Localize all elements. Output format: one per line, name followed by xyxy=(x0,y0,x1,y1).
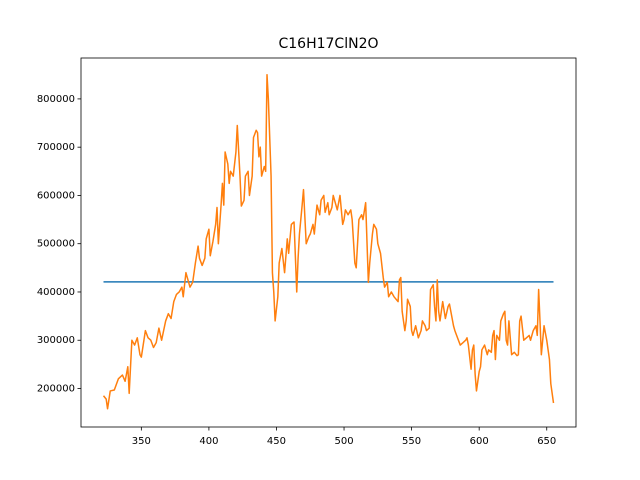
y-tick-label: 800000 xyxy=(37,94,75,105)
chart-title: C16H17ClN2O xyxy=(279,36,379,52)
plot-frame xyxy=(80,57,577,428)
x-tick-label: 500 xyxy=(334,436,353,447)
y-tick-label: 700000 xyxy=(37,142,75,153)
y-tick-label: 300000 xyxy=(37,335,75,346)
x-tick-label: 400 xyxy=(199,436,218,447)
x-tick-label: 600 xyxy=(470,436,489,447)
y-tick-label: 200000 xyxy=(37,384,75,395)
x-tick-label: 450 xyxy=(267,436,286,447)
y-tick-label: 400000 xyxy=(37,287,75,298)
y-tick-label: 500000 xyxy=(37,239,75,250)
y-tick-label: 600000 xyxy=(37,190,75,201)
x-tick-label: 650 xyxy=(537,436,556,447)
x-tick-label: 350 xyxy=(132,436,151,447)
x-tick-label: 550 xyxy=(402,436,421,447)
line-series xyxy=(102,74,555,410)
